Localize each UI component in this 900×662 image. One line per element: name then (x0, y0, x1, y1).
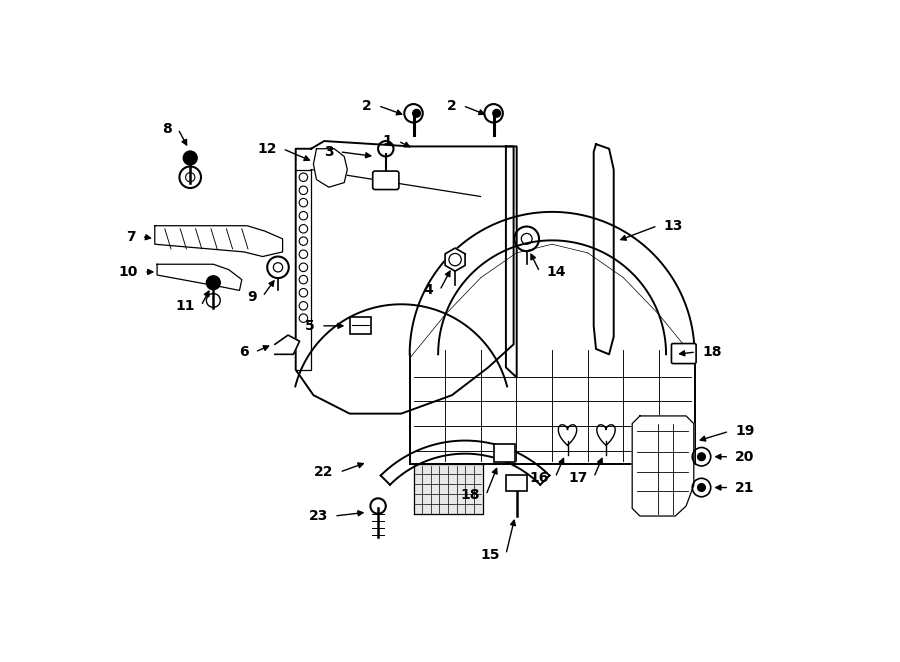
Polygon shape (296, 141, 514, 414)
Text: 2: 2 (447, 99, 456, 113)
FancyBboxPatch shape (373, 171, 399, 189)
FancyBboxPatch shape (671, 344, 696, 363)
Bar (493, 444, 515, 462)
Text: 23: 23 (309, 509, 328, 523)
Text: 14: 14 (546, 265, 565, 279)
Bar (349, 316, 371, 334)
Bar (506, 475, 527, 491)
Polygon shape (413, 465, 482, 514)
Polygon shape (632, 416, 694, 516)
Text: 19: 19 (735, 424, 755, 438)
Text: 5: 5 (305, 319, 315, 333)
Text: 10: 10 (119, 265, 138, 279)
Text: 12: 12 (257, 142, 276, 156)
Text: 15: 15 (481, 547, 500, 561)
Text: 17: 17 (568, 471, 588, 485)
Polygon shape (313, 149, 347, 187)
Text: 9: 9 (247, 289, 256, 304)
Text: 8: 8 (162, 122, 172, 136)
Circle shape (698, 453, 706, 461)
Circle shape (413, 109, 420, 117)
Text: 11: 11 (176, 299, 194, 313)
Text: 18: 18 (702, 345, 722, 359)
Text: 18: 18 (460, 489, 480, 502)
Circle shape (206, 276, 220, 290)
Text: 1: 1 (382, 134, 392, 148)
Circle shape (698, 484, 706, 491)
Text: 6: 6 (239, 345, 248, 359)
Polygon shape (155, 226, 283, 257)
Text: 7: 7 (126, 230, 136, 244)
Text: 16: 16 (530, 471, 549, 485)
Polygon shape (158, 264, 242, 291)
Circle shape (493, 109, 500, 117)
Text: 22: 22 (314, 465, 333, 479)
Polygon shape (594, 144, 614, 354)
Text: 3: 3 (324, 145, 333, 159)
Text: 13: 13 (664, 218, 683, 233)
Polygon shape (446, 248, 465, 271)
Circle shape (184, 151, 197, 165)
Text: 4: 4 (424, 283, 434, 297)
Text: 20: 20 (735, 449, 755, 464)
Polygon shape (274, 335, 300, 354)
Text: 2: 2 (362, 99, 372, 113)
Text: 21: 21 (735, 481, 755, 495)
